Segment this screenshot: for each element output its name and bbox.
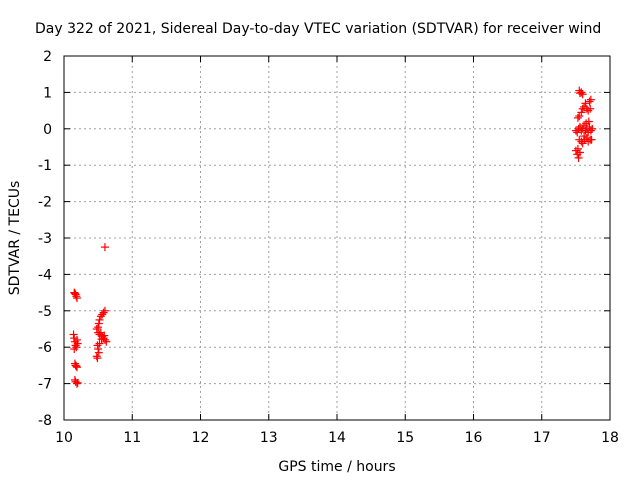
y-tick-label: -1 [38, 158, 52, 174]
y-tick-label: 2 [43, 49, 52, 65]
data-point [70, 288, 79, 297]
data-points [69, 86, 597, 388]
x-tick-label: 17 [533, 430, 551, 446]
data-point [71, 377, 80, 386]
grid-lines [64, 56, 610, 420]
y-tick-label: -7 [38, 377, 52, 393]
data-point [584, 106, 593, 115]
data-point [100, 331, 109, 340]
y-axis-label: SDTVAR / TECUs [7, 181, 23, 296]
data-point [95, 315, 104, 324]
data-point [94, 345, 103, 354]
x-axis-label: GPS time / hours [278, 459, 395, 475]
x-tick-label: 12 [192, 430, 210, 446]
data-point [71, 361, 80, 370]
data-point [573, 144, 582, 153]
data-point [586, 104, 595, 113]
data-point [580, 132, 589, 141]
y-tick-label: 0 [43, 122, 52, 138]
data-point [70, 289, 79, 298]
data-point [584, 117, 593, 126]
data-point [577, 137, 586, 146]
data-point [93, 354, 102, 363]
data-point [72, 362, 81, 371]
y-tick-label: -3 [38, 231, 52, 247]
data-point [72, 335, 81, 344]
data-point [100, 243, 109, 252]
data-point [69, 330, 78, 339]
chart-title: Day 322 of 2021, Sidereal Day-to-day VTE… [35, 21, 601, 37]
data-point [577, 108, 586, 117]
data-point [94, 348, 103, 357]
data-point [95, 339, 104, 348]
x-tick-labels: 10 11 12 13 14 15 16 17 18 [55, 430, 619, 446]
data-point [73, 378, 82, 387]
data-point [99, 308, 108, 317]
data-point [586, 126, 595, 135]
data-point [100, 335, 109, 344]
data-point [71, 341, 80, 350]
data-point [72, 294, 81, 303]
plot-frame [63, 55, 611, 421]
x-tick-label: 16 [465, 430, 483, 446]
y-tick-label: -5 [38, 304, 52, 320]
data-point [573, 113, 582, 122]
data-point [102, 337, 111, 346]
y-tick-label: -2 [38, 195, 52, 211]
x-tick-label: 13 [260, 430, 278, 446]
x-tick-label: 18 [601, 430, 619, 446]
data-point [575, 148, 584, 157]
data-point [94, 319, 103, 328]
y-tick-label: -4 [38, 267, 52, 283]
y-tick-label: -6 [38, 340, 52, 356]
data-point [100, 306, 109, 315]
data-point [72, 379, 81, 388]
data-point [72, 363, 81, 372]
data-point [72, 343, 81, 352]
data-point [571, 146, 580, 155]
data-point [588, 124, 597, 133]
data-point [574, 153, 583, 162]
data-point [575, 112, 584, 121]
x-tick-label: 11 [123, 430, 141, 446]
x-tick-label: 14 [328, 430, 346, 446]
data-point [577, 88, 586, 97]
x-tick-label: 10 [55, 430, 73, 446]
y-tick-label: 1 [43, 85, 52, 101]
data-point [581, 99, 590, 108]
data-point [93, 341, 102, 350]
y-tick-label: -8 [38, 413, 52, 429]
data-point [585, 97, 594, 106]
data-point [587, 135, 596, 144]
data-point [71, 290, 80, 299]
x-tick-label: 15 [396, 430, 414, 446]
data-point [584, 137, 593, 146]
data-point [578, 139, 587, 148]
data-point [73, 339, 82, 348]
data-point [573, 128, 582, 137]
data-point [70, 345, 79, 354]
data-point [586, 95, 595, 104]
y-tick-labels: -8 -7 -6 -5 -4 -3 -2 -1 0 1 2 [38, 49, 52, 429]
data-point [578, 90, 587, 99]
data-point [92, 352, 101, 361]
data-point [92, 325, 101, 333]
